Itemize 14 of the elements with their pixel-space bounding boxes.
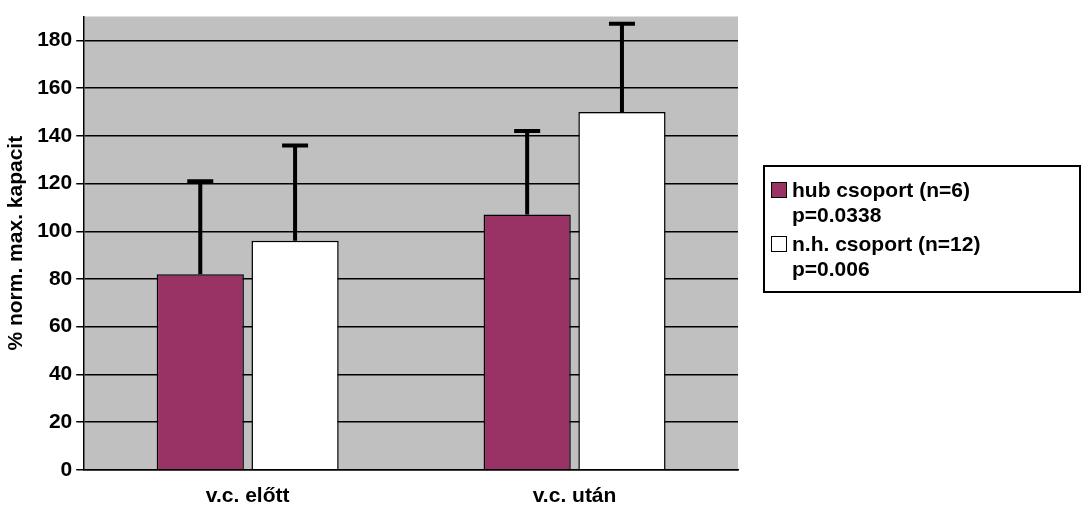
- y-tick-label: 40: [48, 361, 73, 385]
- y-tick-label: 0: [60, 456, 73, 480]
- y-tick-label: 20: [48, 408, 73, 432]
- y-axis-title: % norm. max. kapacit: [3, 135, 27, 351]
- y-tick-label: 140: [37, 122, 73, 146]
- legend-label: n.h. csoport (n=12) p=0.006: [792, 231, 981, 281]
- y-tick-label: 60: [48, 313, 73, 337]
- x-tick-label: v.c. után: [532, 483, 617, 507]
- y-tick-label: 180: [37, 27, 73, 51]
- y-tick-label: 160: [37, 74, 73, 98]
- x-tick-label: v.c. előtt: [205, 483, 290, 507]
- y-tick-label: 120: [37, 170, 73, 194]
- y-tick-label: 80: [48, 265, 73, 289]
- y-tick-label: 100: [37, 218, 73, 242]
